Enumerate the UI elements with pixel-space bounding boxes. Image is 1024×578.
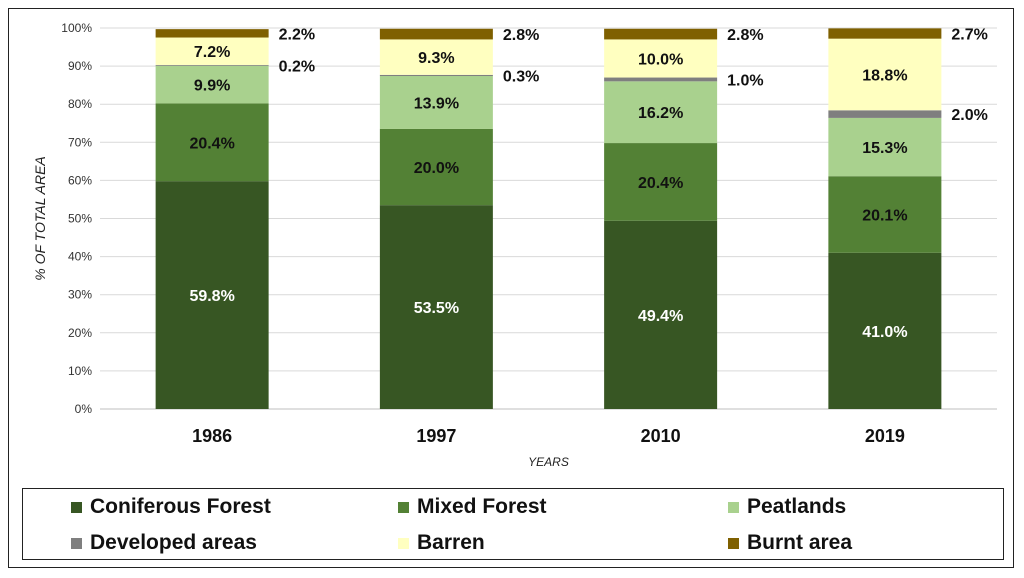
legend-label: Coniferous Forest xyxy=(90,495,271,518)
legend-swatch xyxy=(398,537,409,549)
legend-item: Mixed Forest xyxy=(398,495,547,519)
bar-segment xyxy=(828,176,942,253)
data-label: 20.1% xyxy=(862,207,907,224)
legend-item: Burnt area xyxy=(728,531,852,555)
bar-segment xyxy=(379,76,493,129)
legend-item: Developed areas xyxy=(71,531,257,555)
x-tick-label: 1997 xyxy=(416,426,456,446)
data-label: 41.0% xyxy=(862,324,907,341)
data-label: 7.2% xyxy=(194,44,230,61)
data-label: 49.4% xyxy=(638,308,683,325)
legend-label: Burnt area xyxy=(747,531,853,554)
data-label: 20.4% xyxy=(189,135,234,152)
legend-swatch xyxy=(71,537,82,549)
data-label: 9.9% xyxy=(194,78,230,95)
data-label: 15.3% xyxy=(862,140,907,157)
bar-segment xyxy=(379,128,493,206)
bar-segment xyxy=(828,28,942,39)
data-label: 2.7% xyxy=(951,27,987,44)
y-tick-label: 30% xyxy=(68,288,92,302)
data-label: 2.0% xyxy=(951,107,987,124)
bar-segment xyxy=(828,110,942,118)
legend-label: Peatlands xyxy=(747,495,847,518)
bar-segment xyxy=(379,205,493,409)
data-label: 0.2% xyxy=(279,58,315,75)
y-tick-label: 90% xyxy=(68,59,92,73)
data-label: 10.0% xyxy=(638,51,683,68)
bar-segment xyxy=(379,28,493,40)
bar-segment xyxy=(379,39,493,75)
legend-item: Coniferous Forest xyxy=(71,495,271,519)
data-label: 16.2% xyxy=(638,105,683,122)
bar-segment xyxy=(155,65,269,104)
y-tick-label: 80% xyxy=(68,97,92,111)
bar-segment xyxy=(155,103,269,182)
legend-item: Peatlands xyxy=(728,495,846,519)
data-label: 20.4% xyxy=(638,175,683,192)
bar-segment xyxy=(604,28,718,40)
chart-frame xyxy=(8,8,1014,568)
bar-segment xyxy=(604,220,718,409)
bar-segment xyxy=(604,143,718,221)
bar-segment xyxy=(828,38,942,111)
bar-segment xyxy=(379,74,493,77)
stacked-bar-chart: 0% 10% 20% 30% 40% 50% 60% 70% 80% 90% 100% % OF TO… xyxy=(32,21,997,469)
y-tick-label: 50% xyxy=(68,212,92,226)
bar-segment xyxy=(155,181,269,409)
legend: Coniferous Forest Mixed Forest Peatlands De… xyxy=(22,488,1004,560)
data-label: 9.3% xyxy=(418,50,454,67)
bar-segment xyxy=(155,64,269,66)
y-tick-label: 10% xyxy=(68,364,92,378)
legend-swatch xyxy=(398,501,409,513)
bar-segment xyxy=(828,252,942,409)
y-tick-label: 100% xyxy=(61,21,92,35)
bar-segment xyxy=(155,37,269,65)
bar-segment xyxy=(155,29,269,38)
bar-segment xyxy=(604,81,718,144)
data-label: 59.8% xyxy=(189,288,234,305)
x-axis-title: YEARS xyxy=(528,455,569,469)
data-label: 13.9% xyxy=(414,95,459,112)
data-label: 0.3% xyxy=(503,68,539,85)
x-tick-label: 2010 xyxy=(641,426,681,446)
legend-item: Barren xyxy=(398,531,485,555)
bar-segment xyxy=(604,77,718,82)
legend-label: Developed areas xyxy=(90,531,257,554)
x-tick-label: 2019 xyxy=(865,426,905,446)
data-label: 2.8% xyxy=(503,27,539,44)
y-tick-label: 70% xyxy=(68,135,92,149)
y-axis-title: % OF TOTAL AREA xyxy=(32,156,48,280)
y-tick-label: 40% xyxy=(68,250,92,264)
data-label: 53.5% xyxy=(414,300,459,317)
legend-label: Barren xyxy=(417,531,485,554)
data-label: 1.0% xyxy=(727,72,763,89)
bar-segment xyxy=(604,39,718,78)
legend-label: Mixed Forest xyxy=(417,495,547,518)
legend-swatch xyxy=(728,537,739,549)
y-tick-label: 60% xyxy=(68,173,92,187)
data-label: 20.0% xyxy=(414,160,459,177)
bar-segment xyxy=(828,117,942,177)
data-label: 2.8% xyxy=(727,27,763,44)
legend-swatch xyxy=(71,501,82,513)
data-label: 18.8% xyxy=(862,67,907,84)
data-label: 2.2% xyxy=(279,26,315,43)
x-tick-label: 1986 xyxy=(192,426,232,446)
y-tick-label: 20% xyxy=(68,326,92,340)
y-tick-label: 0% xyxy=(75,402,93,416)
legend-swatch xyxy=(728,501,739,513)
